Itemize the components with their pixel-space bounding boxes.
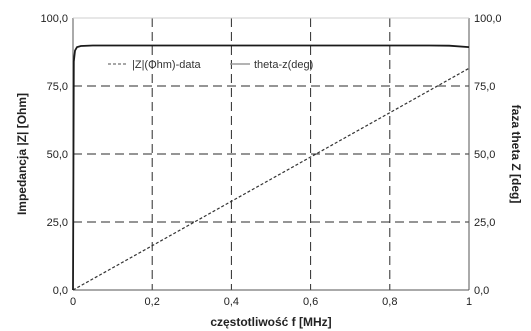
- y-axis-title-right: faza theta Z [deg]: [509, 105, 523, 204]
- legend-label: |Z|(Ohm)-data: [132, 59, 202, 71]
- y-axis-title-left: Impedancja |Z| [Ohm]: [15, 93, 29, 215]
- y-tick-label-right: 100,0: [474, 13, 502, 25]
- y-tick-label-right: 25,0: [474, 217, 495, 229]
- y-tick-label-left: 0,0: [53, 285, 68, 297]
- x-tick-label: 0,2: [145, 296, 160, 308]
- legend: |Z|(Ohm)-data theta-z(deg): [108, 59, 313, 71]
- series-layer: [72, 44, 470, 291]
- series-line-phase: [72, 44, 470, 291]
- x-tick-label: 0,8: [382, 296, 397, 308]
- y-tick-label-left: 75,0: [47, 81, 68, 93]
- y-tick-label-right: 0,0: [474, 285, 489, 297]
- y-tick-label-left: 50,0: [47, 149, 68, 161]
- y-tick-label-right: 50,0: [474, 149, 495, 161]
- y-tick-label-left: 25,0: [47, 217, 68, 229]
- tick-labels: 0 0,2 0,4 0,6 0,8 10,025,050,075,0100,00,025,…: [40, 13, 501, 308]
- legend-label: theta-z(deg): [254, 59, 313, 71]
- x-tick-label: 0: [70, 296, 76, 308]
- y-tick-label-right: 75,0: [474, 81, 495, 93]
- x-tick-label: 0,4: [224, 296, 239, 308]
- x-tick-label: 0,6: [303, 296, 318, 308]
- series-line-impedance: [72, 67, 470, 291]
- y-tick-label-left: 100,0: [40, 13, 68, 25]
- x-axis-title: częstotliwość f [MHz]: [210, 315, 331, 329]
- x-tick-label: 1: [466, 296, 472, 308]
